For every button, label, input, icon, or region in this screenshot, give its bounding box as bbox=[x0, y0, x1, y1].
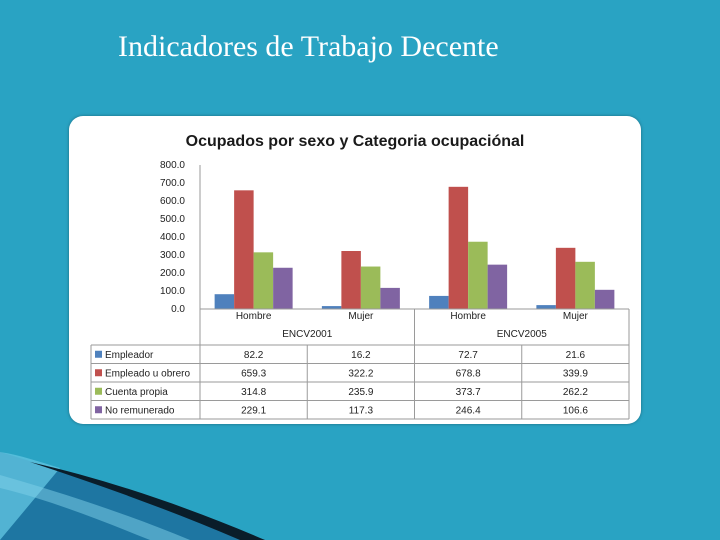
bar bbox=[273, 267, 293, 309]
table-cell-value: 678.8 bbox=[456, 368, 481, 379]
bar bbox=[214, 294, 235, 309]
x-category-label: Hombre bbox=[450, 311, 486, 322]
y-tick-label: 500.0 bbox=[160, 214, 185, 225]
bar bbox=[380, 287, 400, 309]
legend-swatch bbox=[95, 406, 102, 414]
bar bbox=[429, 295, 449, 309]
y-tick-label: 700.0 bbox=[160, 178, 185, 189]
table-cell-value: 373.7 bbox=[456, 387, 481, 398]
y-axis: 800.0 700.0 600.0 500.0 400.0 300.0 200.0 100.0… bbox=[160, 160, 201, 315]
table-cell-value: 314.8 bbox=[241, 387, 266, 398]
bar bbox=[468, 241, 488, 309]
y-tick-label: 600.0 bbox=[160, 196, 185, 207]
bar bbox=[253, 252, 274, 309]
legend-swatch bbox=[95, 369, 102, 377]
bar bbox=[575, 261, 595, 309]
legend-label: Empleado u obrero bbox=[105, 368, 190, 379]
table-cell-value: 235.9 bbox=[348, 387, 373, 398]
legend-label: Empleador bbox=[105, 350, 154, 361]
x-group-label: ENCV2001 bbox=[282, 329, 332, 340]
x-group-label: ENCV2005 bbox=[497, 329, 547, 340]
table-cell-value: 659.3 bbox=[241, 368, 266, 379]
slide-title: Indicadores de Trabajo Decente bbox=[118, 30, 499, 63]
table-cell-value: 246.4 bbox=[456, 405, 481, 416]
table-cell-value: 106.6 bbox=[563, 405, 588, 416]
bar bbox=[555, 247, 576, 309]
y-tick-label: 200.0 bbox=[160, 268, 185, 279]
chart-frame: Ocupados por sexo y Categoria ocupacióna… bbox=[69, 116, 641, 424]
bar bbox=[536, 305, 556, 309]
x-category-label: Mujer bbox=[563, 311, 589, 322]
x-category-label: Mujer bbox=[348, 311, 374, 322]
x-axis: Hombre Mujer Hombre Mujer ENCV2001 ENCV2005 bbox=[199, 308, 630, 345]
table-cell-value: 82.2 bbox=[244, 350, 264, 361]
table-cell-value: 339.9 bbox=[563, 368, 588, 379]
legend-swatch bbox=[95, 387, 102, 395]
bar bbox=[234, 190, 254, 309]
bar bbox=[594, 289, 615, 309]
legend-label: No remunerado bbox=[105, 405, 175, 416]
table-cell-value: 72.7 bbox=[458, 350, 478, 361]
bar bbox=[448, 186, 469, 309]
table-cell-value: 322.2 bbox=[348, 368, 373, 379]
table-cell-value: 229.1 bbox=[241, 405, 266, 416]
bar bbox=[341, 251, 361, 309]
bar bbox=[321, 306, 342, 309]
bar-chart: Ocupados por sexo y Categoria ocupacióna… bbox=[90, 133, 630, 420]
x-category-label: Hombre bbox=[236, 311, 272, 322]
bar bbox=[360, 266, 381, 309]
table-cell-value: 21.6 bbox=[566, 350, 586, 361]
bar bbox=[487, 264, 508, 309]
table-cell-value: 117.3 bbox=[349, 405, 374, 416]
bars bbox=[214, 186, 615, 309]
chart-title: Ocupados por sexo y Categoria ocupacióna… bbox=[186, 133, 525, 150]
y-tick-label: 800.0 bbox=[160, 160, 185, 171]
legend-swatch bbox=[95, 350, 102, 358]
y-tick-label: 100.0 bbox=[160, 286, 185, 297]
data-table: Empleador 82.2 16.2 72.7 21.6 Empleado u obre… bbox=[90, 344, 630, 420]
y-tick-label: 400.0 bbox=[160, 232, 185, 243]
table-cell-value: 262.2 bbox=[563, 387, 588, 398]
table-cell-value: 16.2 bbox=[351, 350, 371, 361]
y-tick-label: 300.0 bbox=[160, 250, 185, 261]
legend-label: Cuenta propia bbox=[105, 387, 168, 398]
y-tick-label: 0.0 bbox=[171, 304, 185, 315]
